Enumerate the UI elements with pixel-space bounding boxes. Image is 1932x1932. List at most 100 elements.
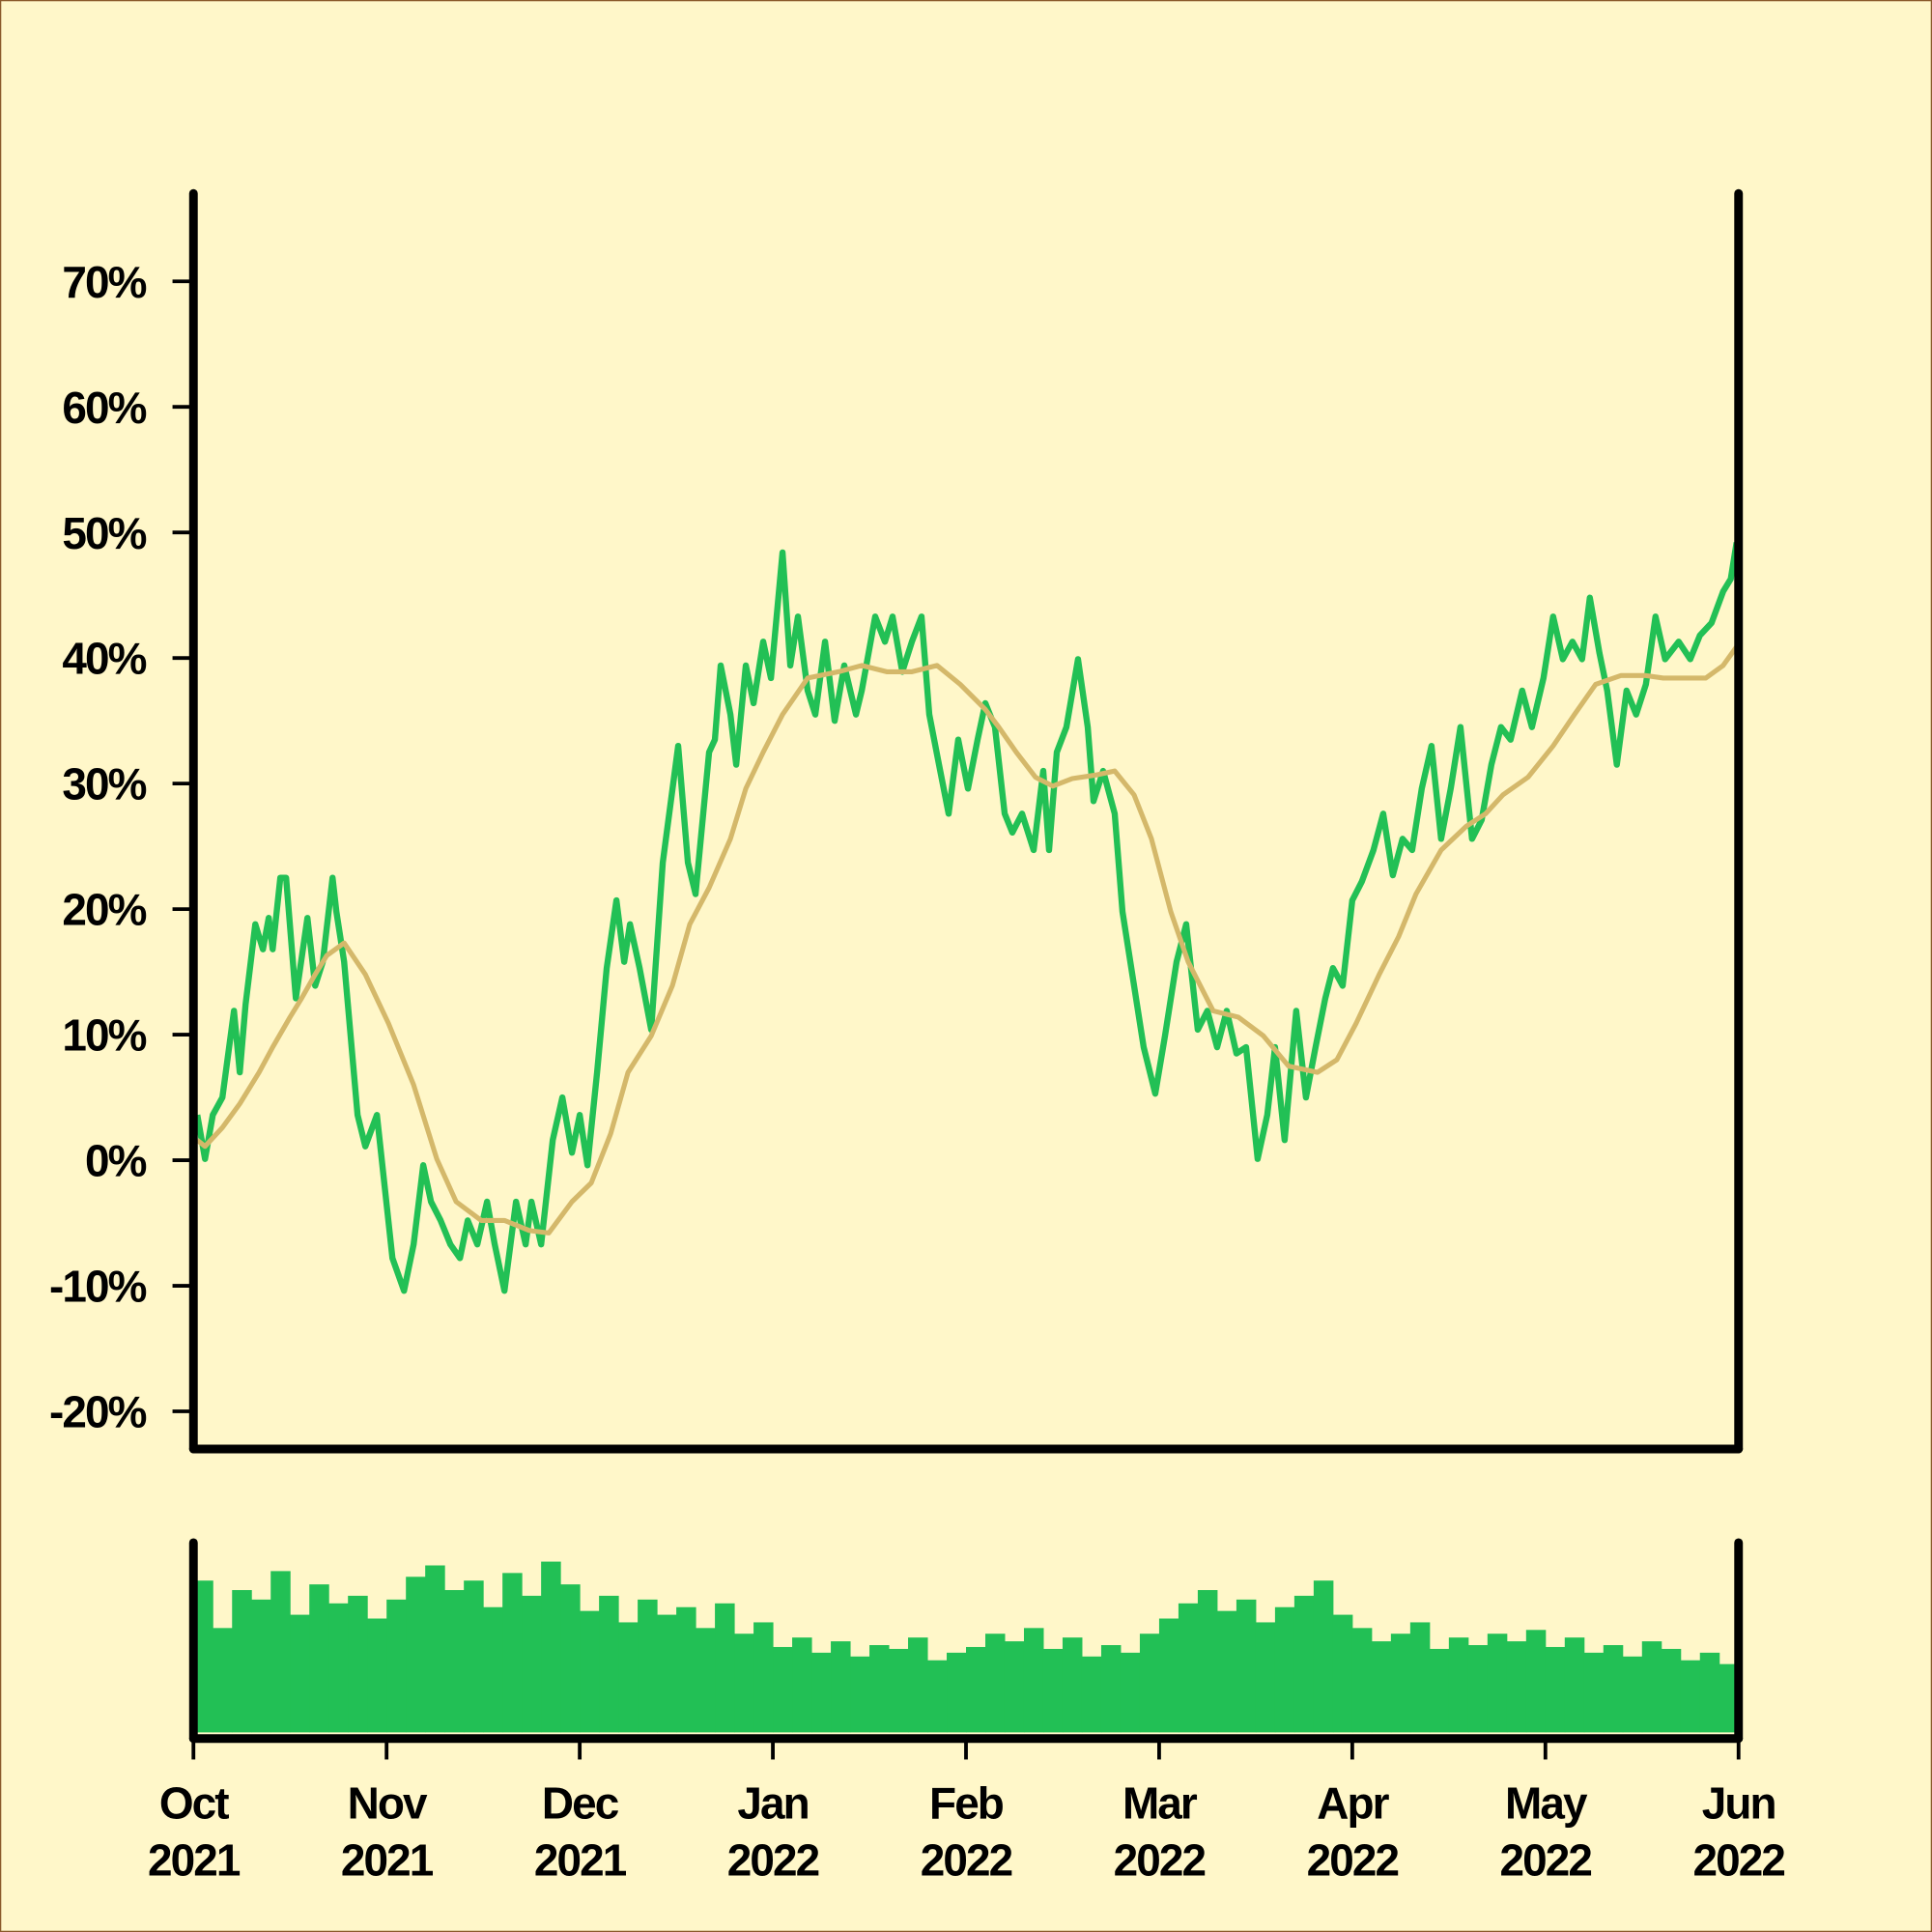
bar [425,1565,445,1733]
bar [522,1595,542,1733]
x-tick-label-line: 2022 [1307,1834,1399,1885]
bar [483,1606,503,1733]
bar [541,1561,561,1733]
x-tick-label: Dec 2021 [534,1778,627,1886]
bar [599,1595,619,1733]
bar [1120,1652,1141,1733]
bar [1506,1641,1527,1733]
bar [1409,1622,1431,1733]
bar [1603,1645,1624,1733]
bar [580,1610,600,1733]
bar [638,1599,658,1733]
x-tick-label-line: 2021 [534,1834,627,1885]
bar [792,1637,812,1733]
bar [464,1580,484,1733]
y-tick-label: 70% [62,257,146,307]
y-tick-label: 20% [62,885,146,935]
bar [1661,1648,1682,1733]
y-tick-label: 40% [62,634,146,684]
bar [367,1618,387,1733]
bar [309,1584,329,1733]
x-tick-label-line: 2022 [727,1834,819,1885]
bar [1467,1645,1489,1733]
bar [811,1652,832,1733]
bar [676,1606,696,1733]
bar [1197,1590,1218,1733]
bar [1178,1603,1199,1733]
x-tick-label: Jun 2022 [1693,1778,1785,1886]
bar [1487,1634,1508,1733]
x-tick-label-line: 2022 [1500,1834,1592,1885]
bar [1100,1645,1122,1733]
bar [1680,1660,1701,1733]
bar [1293,1595,1315,1733]
bar [290,1614,310,1733]
bar [1622,1656,1643,1733]
x-tick-label-line: Nov [348,1778,428,1829]
series-line [195,645,1739,1236]
bar [966,1646,986,1733]
bar [715,1603,735,1733]
bar [1023,1628,1044,1733]
bar [1139,1634,1160,1733]
bar [1390,1634,1411,1733]
x-tick-label-line: 2022 [1693,1834,1785,1885]
bar [1641,1641,1662,1733]
bar [850,1656,870,1733]
x-tick-label-line: 2022 [1114,1834,1206,1885]
y-tick-label: 60% [62,383,146,433]
bar [1274,1606,1295,1733]
x-tick-label-line: Jun [1702,1778,1776,1829]
bar [406,1577,426,1733]
bar [984,1634,1006,1733]
bar [1699,1652,1720,1733]
y-tick-label: 10% [62,1010,146,1061]
y-tick-label: -20% [49,1387,147,1437]
bar [1429,1648,1450,1733]
x-tick-label-line: Apr [1317,1778,1389,1829]
x-tick-label: Oct 2021 [148,1778,241,1886]
x-tick-label: Mar 2022 [1114,1778,1206,1886]
bar [193,1580,213,1733]
y-tick-label: 0% [85,1136,147,1186]
bar [831,1641,851,1733]
x-tick-label: Feb 2022 [921,1778,1012,1886]
x-tick-label-line: 2022 [921,1834,1012,1885]
bar [618,1622,639,1733]
bar [1583,1652,1605,1733]
y-tick-label: -10% [49,1262,147,1312]
x-tick-label-line: 2021 [148,1834,241,1885]
bar [1216,1610,1237,1733]
bar [696,1628,716,1733]
bar [753,1622,774,1733]
bar [444,1590,465,1733]
x-tick-label: Apr 2022 [1307,1778,1399,1886]
bar [734,1634,754,1733]
bar [232,1590,252,1733]
bar [869,1645,890,1733]
x-tick-label-line: May [1505,1778,1588,1829]
bar [927,1660,948,1733]
bar [328,1603,349,1733]
plot-area: -20%-10%0%10%20%30%40%50%60%70%Oct 2021No… [49,188,1786,1886]
bar [1351,1628,1373,1733]
bar [386,1599,407,1733]
x-tick-label-line: Feb [929,1778,1004,1829]
bar [1081,1656,1102,1733]
bar [908,1637,928,1733]
y-tick-label: 50% [62,508,146,558]
x-tick-label: Nov 2021 [341,1778,434,1886]
bar [213,1628,233,1733]
bar [270,1571,291,1733]
bar [947,1652,967,1733]
bar [1525,1630,1547,1733]
x-tick-label: May 2022 [1500,1778,1592,1886]
x-tick-label-line: Jan [737,1778,808,1829]
y-tick-label: 30% [62,759,146,810]
x-tick-label-line: Oct [159,1778,229,1829]
bar [657,1614,677,1733]
bar [502,1573,523,1733]
x-tick-label-line: Dec [542,1778,619,1829]
bar [1332,1614,1353,1733]
